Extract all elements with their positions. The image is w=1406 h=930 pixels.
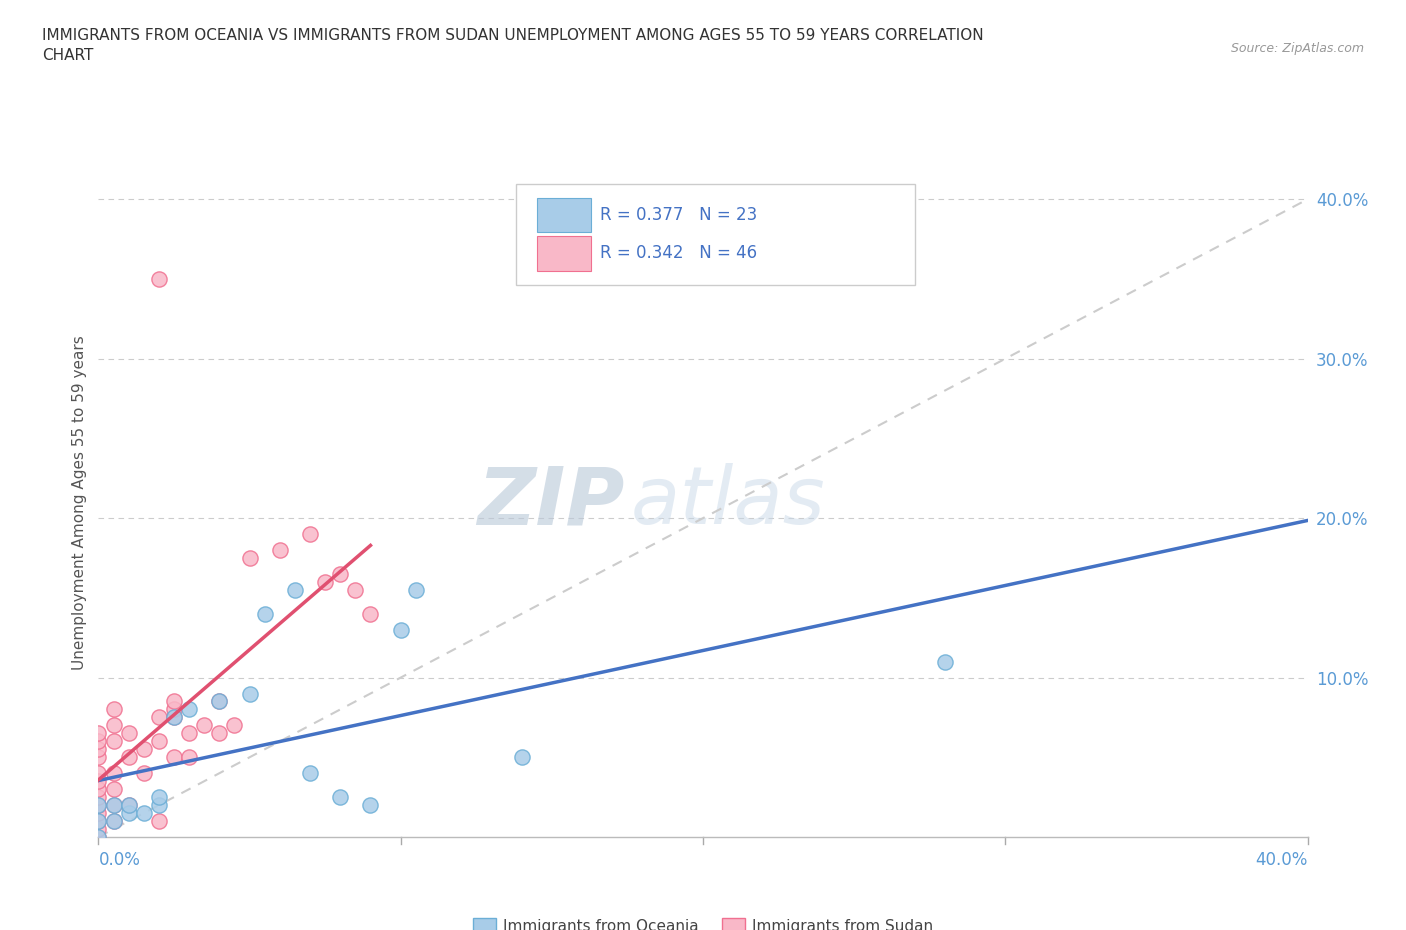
- Point: [87, 790, 110, 804]
- Text: R = 0.342   N = 46: R = 0.342 N = 46: [600, 244, 758, 262]
- Text: 0.0%: 0.0%: [98, 851, 141, 870]
- Point: [87, 805, 110, 820]
- Point: [208, 726, 231, 741]
- Point: [269, 542, 291, 557]
- Point: [103, 734, 125, 749]
- FancyBboxPatch shape: [516, 184, 915, 285]
- Text: Source: ZipAtlas.com: Source: ZipAtlas.com: [1230, 42, 1364, 55]
- Legend: Immigrants from Oceania, Immigrants from Sudan: Immigrants from Oceania, Immigrants from…: [467, 911, 939, 930]
- Point: [87, 814, 110, 829]
- Point: [163, 710, 186, 724]
- Point: [163, 694, 186, 709]
- Text: atlas: atlas: [630, 463, 825, 541]
- Point: [148, 272, 170, 286]
- Point: [405, 582, 427, 597]
- Point: [179, 726, 201, 741]
- Point: [934, 654, 956, 669]
- Point: [87, 830, 110, 844]
- Point: [148, 734, 170, 749]
- Point: [118, 750, 141, 764]
- Point: [253, 606, 276, 621]
- Point: [148, 814, 170, 829]
- Point: [87, 726, 110, 741]
- Point: [179, 702, 201, 717]
- Point: [163, 702, 186, 717]
- Point: [103, 814, 125, 829]
- Point: [239, 686, 262, 701]
- Point: [87, 742, 110, 757]
- Point: [118, 798, 141, 813]
- Point: [239, 551, 262, 565]
- Point: [208, 694, 231, 709]
- Point: [132, 742, 155, 757]
- Text: IMMIGRANTS FROM OCEANIA VS IMMIGRANTS FROM SUDAN UNEMPLOYMENT AMONG AGES 55 TO 5: IMMIGRANTS FROM OCEANIA VS IMMIGRANTS FR…: [42, 28, 984, 62]
- Point: [360, 798, 382, 813]
- Point: [87, 798, 110, 813]
- Point: [344, 582, 367, 597]
- Point: [132, 765, 155, 780]
- Point: [314, 575, 336, 590]
- Point: [87, 830, 110, 844]
- Text: ZIP: ZIP: [477, 463, 624, 541]
- Point: [118, 805, 141, 820]
- Point: [87, 765, 110, 780]
- FancyBboxPatch shape: [537, 235, 591, 271]
- Point: [163, 710, 186, 724]
- Point: [103, 782, 125, 797]
- Point: [224, 718, 246, 733]
- Point: [103, 798, 125, 813]
- Point: [103, 702, 125, 717]
- Point: [329, 790, 352, 804]
- Text: R = 0.377   N = 23: R = 0.377 N = 23: [600, 206, 758, 224]
- Point: [360, 606, 382, 621]
- Point: [118, 726, 141, 741]
- Point: [132, 805, 155, 820]
- Point: [148, 790, 170, 804]
- Point: [179, 750, 201, 764]
- Point: [193, 718, 215, 733]
- Point: [329, 566, 352, 581]
- Point: [87, 798, 110, 813]
- Point: [118, 798, 141, 813]
- Point: [87, 782, 110, 797]
- Point: [208, 694, 231, 709]
- Point: [510, 750, 533, 764]
- Point: [87, 750, 110, 764]
- Point: [87, 774, 110, 789]
- Point: [87, 814, 110, 829]
- Text: 40.0%: 40.0%: [1256, 851, 1308, 870]
- Point: [389, 622, 412, 637]
- Point: [163, 750, 186, 764]
- Point: [87, 821, 110, 836]
- Y-axis label: Unemployment Among Ages 55 to 59 years: Unemployment Among Ages 55 to 59 years: [72, 335, 87, 670]
- Point: [87, 734, 110, 749]
- Point: [284, 582, 307, 597]
- Point: [148, 710, 170, 724]
- Point: [299, 765, 322, 780]
- Point: [299, 526, 322, 541]
- Point: [87, 798, 110, 813]
- Point: [103, 798, 125, 813]
- FancyBboxPatch shape: [537, 197, 591, 232]
- Point: [103, 814, 125, 829]
- Point: [148, 798, 170, 813]
- Point: [103, 718, 125, 733]
- Point: [103, 765, 125, 780]
